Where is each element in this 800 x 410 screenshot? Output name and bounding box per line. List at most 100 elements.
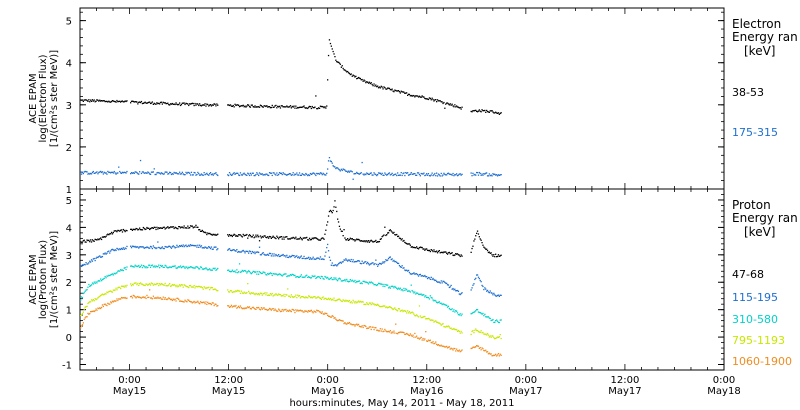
data-point xyxy=(169,104,171,106)
data-point xyxy=(119,248,121,250)
data-point xyxy=(211,248,213,250)
data-point xyxy=(352,259,354,261)
data-point xyxy=(423,96,425,98)
data-point xyxy=(482,174,484,176)
data-point xyxy=(367,283,370,285)
data-point xyxy=(91,300,94,302)
data-point xyxy=(346,239,348,241)
data-point xyxy=(359,300,361,302)
data-point xyxy=(288,255,291,257)
data-point xyxy=(470,172,472,174)
data-point xyxy=(485,111,487,113)
data-point xyxy=(328,256,331,258)
data-point xyxy=(304,297,306,299)
data-point xyxy=(454,328,456,331)
data-point xyxy=(204,174,206,176)
data-point xyxy=(385,259,387,261)
data-point xyxy=(235,271,237,274)
data-point xyxy=(145,172,147,174)
data-point xyxy=(322,172,324,174)
data-point xyxy=(294,173,296,175)
data-point xyxy=(90,311,92,313)
data-point xyxy=(102,100,104,102)
data-point xyxy=(234,173,236,175)
data-point xyxy=(81,324,84,326)
data-point xyxy=(407,172,409,174)
data-point xyxy=(475,277,477,279)
data-point xyxy=(246,174,248,176)
data-point xyxy=(358,301,361,303)
data-point xyxy=(231,269,233,271)
data-point xyxy=(346,323,348,325)
data-point xyxy=(280,295,282,297)
data-point xyxy=(147,246,149,249)
data-point xyxy=(391,285,393,287)
data-point xyxy=(341,300,343,303)
data-point xyxy=(373,284,375,286)
data-point xyxy=(476,329,478,332)
data-point xyxy=(143,297,145,299)
data-point xyxy=(273,106,275,108)
data-point xyxy=(476,171,478,174)
data-point xyxy=(85,171,87,173)
data-point xyxy=(498,355,500,357)
data-point xyxy=(305,237,307,239)
data-point xyxy=(459,293,461,296)
data-point xyxy=(489,290,491,292)
data-point xyxy=(479,238,481,240)
data-point xyxy=(206,172,208,174)
data-point xyxy=(317,310,319,312)
data-point xyxy=(159,247,162,250)
data-point xyxy=(370,82,372,84)
data-point xyxy=(100,100,103,102)
data-point xyxy=(154,297,156,299)
data-point xyxy=(438,250,440,252)
data-point xyxy=(153,283,155,285)
data-point xyxy=(80,299,82,301)
data-point xyxy=(327,315,330,317)
data-point xyxy=(135,101,137,103)
data-point xyxy=(259,235,262,237)
data-point xyxy=(289,238,292,240)
data-point xyxy=(390,89,392,91)
data-point xyxy=(370,328,372,331)
data-point xyxy=(259,309,262,311)
data-point xyxy=(371,262,373,264)
data-point xyxy=(372,241,374,243)
data-point xyxy=(328,39,331,41)
data-point xyxy=(187,245,189,247)
data-point xyxy=(404,241,406,244)
data-point xyxy=(443,280,445,283)
data-point xyxy=(460,314,462,317)
data-point xyxy=(109,233,111,235)
data-point xyxy=(167,267,169,269)
data-point xyxy=(133,172,135,174)
data-point xyxy=(349,323,351,325)
data-point xyxy=(202,288,204,290)
data-point xyxy=(393,259,395,262)
data-point xyxy=(274,273,276,275)
data-point xyxy=(87,100,89,102)
data-point xyxy=(497,321,500,323)
data-point xyxy=(359,282,361,285)
data-point xyxy=(277,105,279,107)
data-point xyxy=(215,246,217,248)
data-point xyxy=(456,175,459,177)
data-point xyxy=(416,292,419,294)
data-point xyxy=(268,106,270,108)
data-point xyxy=(367,303,369,305)
data-point xyxy=(227,289,229,291)
data-point xyxy=(307,297,309,299)
data-point xyxy=(335,318,337,320)
data-point xyxy=(326,312,328,315)
data-point xyxy=(100,307,102,310)
data-point xyxy=(336,265,338,267)
data-point xyxy=(326,105,328,107)
data-point xyxy=(125,100,127,103)
data-point xyxy=(108,100,110,102)
data-point xyxy=(139,282,142,284)
data-point xyxy=(202,174,204,176)
data-point xyxy=(217,248,219,250)
data-point xyxy=(216,249,218,251)
data-point xyxy=(243,235,245,237)
